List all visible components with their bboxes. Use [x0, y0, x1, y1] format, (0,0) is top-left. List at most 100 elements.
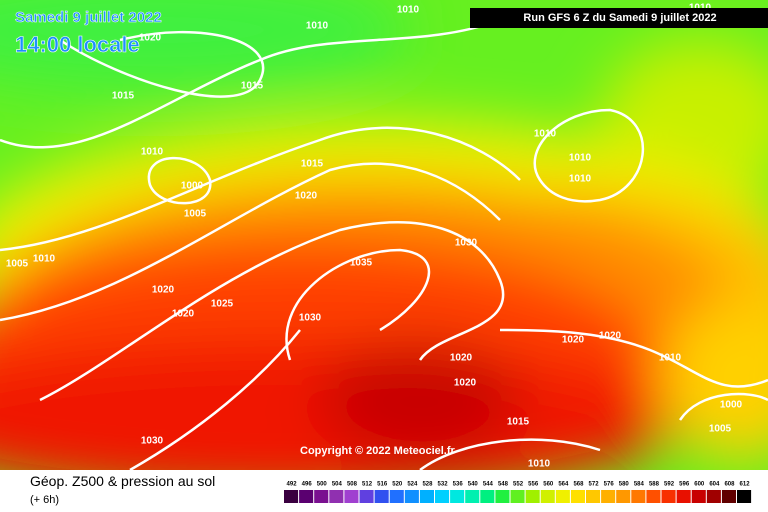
scale-label: 508 [347, 482, 358, 488]
isobar-label: 1015 [241, 81, 264, 92]
scale-label: 612 [740, 482, 751, 488]
isobar-label: 1020 [295, 191, 318, 202]
isobar-label: 1020 [562, 335, 585, 346]
footer-subtitle: (+ 6h) [30, 494, 59, 506]
isobar-label: 1035 [350, 258, 373, 269]
scale-label: 552 [513, 482, 524, 488]
isobar-label: 1010 [141, 147, 164, 158]
date: Samedi 9 juillet 2022 [15, 9, 162, 26]
scale-swatch [299, 490, 314, 503]
scale-swatch [691, 490, 706, 503]
scale-label: 576 [604, 482, 615, 488]
scale-swatch [616, 490, 631, 503]
scale-label: 520 [392, 482, 403, 488]
scale-label: 540 [468, 482, 479, 488]
isobar-label: 1000 [181, 181, 204, 192]
isobar-label: 1015 [507, 417, 530, 428]
isobar-label: 1015 [301, 159, 324, 170]
scale-swatch [555, 490, 570, 503]
scale-label: 492 [287, 482, 298, 488]
scale-swatch [329, 490, 344, 503]
scale-swatch [450, 490, 465, 503]
scale-swatch [389, 490, 404, 503]
isobar-label: 1010 [569, 153, 592, 164]
scale-swatch [631, 490, 646, 503]
scale-swatch [646, 490, 661, 503]
time: 14:00 locale [15, 32, 140, 57]
isobar-label: 1030 [299, 313, 322, 324]
isobar-label: 1010 [534, 129, 557, 140]
isobar-label: 1015 [112, 91, 135, 102]
scale-label: 500 [317, 482, 328, 488]
isobar-label: 1005 [709, 424, 732, 435]
scale-swatch [359, 490, 374, 503]
scale-swatch [510, 490, 525, 503]
isobar-label: 1010 [659, 353, 682, 364]
scale-swatch [661, 490, 676, 503]
scale-label: 600 [694, 482, 705, 488]
scale-swatch [706, 490, 721, 503]
scale-swatch [495, 490, 510, 503]
isobar-label: 1020 [450, 353, 473, 364]
scale-label: 560 [543, 482, 554, 488]
scale-swatch [465, 490, 480, 503]
scale-label: 588 [649, 482, 660, 488]
scale-label: 548 [498, 482, 509, 488]
scale-label: 516 [377, 482, 388, 488]
scale-label: 608 [724, 482, 735, 488]
color-scale: 492 496 500 504 508 512 516 520 524 528 532 536 540 5… [284, 482, 752, 503]
scale-swatch [737, 490, 752, 503]
isobar-label: 1005 [6, 259, 29, 270]
isobar-label: 1020 [172, 309, 195, 320]
scale-swatch [480, 490, 495, 503]
field [0, 0, 768, 500]
isobar-label: 1020 [599, 331, 622, 342]
run-banner [470, 8, 768, 28]
scale-swatch [525, 490, 540, 503]
scale-label: 564 [558, 482, 569, 488]
isobar-label: 1010 [397, 5, 420, 16]
copyright: Copyright © 2022 Meteociel.fr [300, 445, 456, 457]
scale-label: 528 [422, 482, 433, 488]
scale-label: 580 [619, 482, 630, 488]
scale-swatch [676, 490, 691, 503]
scale-label: 532 [438, 482, 449, 488]
scale-label: 496 [302, 482, 313, 488]
isobar-label: 1030 [455, 238, 478, 249]
isobar-label: 1000 [720, 400, 743, 411]
scale-label: 584 [634, 482, 645, 488]
scale-label: 504 [332, 482, 343, 488]
isobar-label: 1010 [306, 21, 329, 32]
run-text: Run GFS 6 Z du Samedi 9 juillet 2022 [523, 12, 716, 24]
isobar-label: 1005 [184, 209, 207, 220]
scale-label: 556 [528, 482, 539, 488]
isobar-label: 1010 [569, 174, 592, 185]
scale-swatch [601, 490, 616, 503]
scale-swatch [586, 490, 601, 503]
isobar-label: 1025 [211, 299, 234, 310]
isobar-label: 1010 [33, 254, 56, 265]
scale-swatch [435, 490, 450, 503]
scale-label: 536 [453, 482, 464, 488]
scale-swatch [404, 490, 419, 503]
scale-label: 568 [573, 482, 584, 488]
scale-label: 604 [709, 482, 720, 488]
scale-label: 572 [589, 482, 600, 488]
scale-swatch [314, 490, 329, 503]
scale-swatch [344, 490, 359, 503]
scale-swatch [284, 490, 299, 503]
isobar-label: 1020 [152, 285, 175, 296]
isobar-label: 1010 [528, 459, 551, 470]
scale-label: 512 [362, 482, 373, 488]
footer-title: Géop. Z500 & pression au sol [30, 473, 215, 489]
scale-swatch [374, 490, 389, 503]
scale-swatch [540, 490, 555, 503]
scale-label: 524 [407, 482, 418, 488]
scale-label: 596 [679, 482, 690, 488]
scale-swatch [570, 490, 585, 503]
scale-swatch [721, 490, 736, 503]
isobar-label: 1020 [454, 378, 477, 389]
scale-swatch [419, 490, 434, 503]
isobar-label: 1030 [141, 436, 164, 447]
